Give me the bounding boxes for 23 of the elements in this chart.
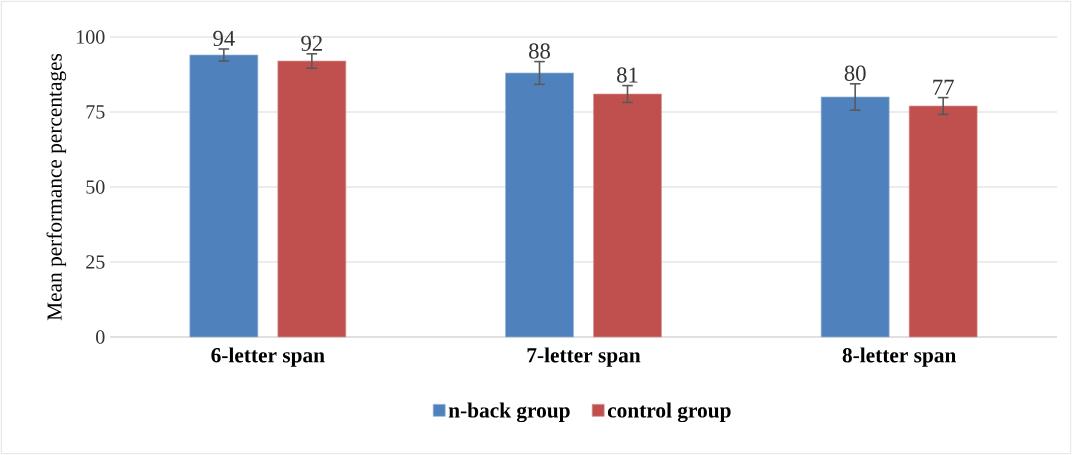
data-label: 88 xyxy=(529,43,550,59)
legend-label: control group xyxy=(607,402,731,423)
x-tick-label: 8-letter span xyxy=(842,347,957,367)
data-label: 94 xyxy=(213,30,235,47)
bar xyxy=(593,93,662,338)
bar xyxy=(189,54,259,338)
bar xyxy=(277,60,347,338)
data-label: 77 xyxy=(933,79,954,95)
y-axis-title: Mean performance percentages xyxy=(46,53,67,321)
bar xyxy=(505,72,574,338)
bar xyxy=(908,105,978,338)
y-tick-label: 100 xyxy=(77,30,105,44)
x-tick-label: 7-letter span xyxy=(527,347,641,367)
y-tick-label: 75 xyxy=(86,105,105,119)
y-tick-label: 25 xyxy=(86,255,105,269)
y-tick-label: 0 xyxy=(96,330,105,344)
bar xyxy=(820,96,890,338)
data-label: 81 xyxy=(617,67,638,83)
data-label: 80 xyxy=(844,65,866,81)
legend-label: n-back group xyxy=(448,402,570,423)
y-tick-label: 50 xyxy=(86,180,105,194)
data-label: 92 xyxy=(301,35,322,51)
x-tick-label: 6-letter span xyxy=(211,347,325,367)
